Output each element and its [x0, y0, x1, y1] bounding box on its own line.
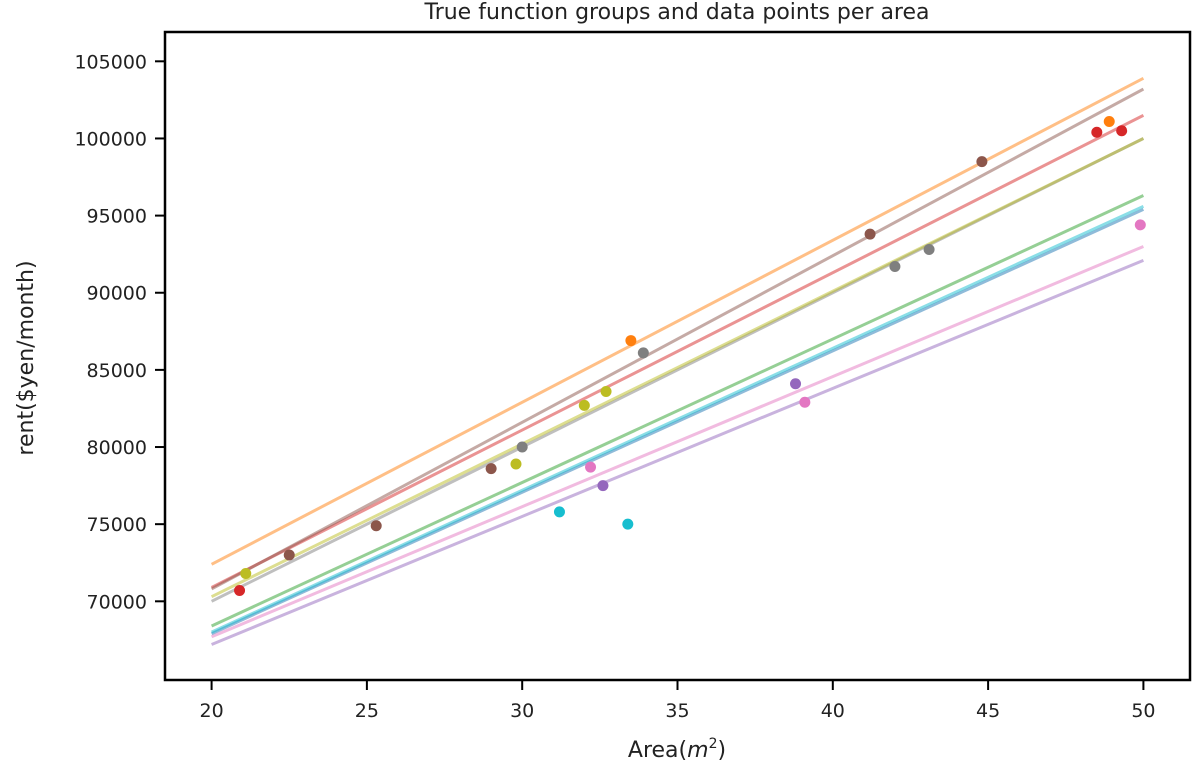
data-point-2-1	[625, 335, 637, 347]
x-axis-label: Area(m2)	[628, 736, 726, 763]
data-point-7-2	[799, 396, 811, 408]
y-axis-ticks: 70000 75000 80000 85000 90000 95000 100000 1050…	[74, 51, 165, 613]
data-point-8-2	[637, 347, 649, 359]
data-point-9-4	[578, 399, 590, 411]
data-point-10-1	[553, 506, 565, 518]
x-axis-ticks: 20 25 30 35 40 45 50	[199, 680, 1156, 722]
function-line-5	[211, 258, 1144, 646]
data-point-6-4	[864, 228, 876, 240]
data-point-8-3	[889, 261, 901, 273]
data-point-7-3	[1134, 219, 1146, 231]
data-point-4-1	[234, 585, 246, 597]
data-point-10-2	[622, 518, 634, 530]
y-tick-label: 90000	[87, 283, 147, 305]
data-point-9-3	[600, 385, 612, 397]
data-point-6-2	[370, 520, 382, 532]
function-line-7	[211, 245, 1144, 639]
y-tick-label: 80000	[87, 437, 147, 459]
function-line-10	[210, 204, 1145, 634]
data-point-6-1	[283, 549, 295, 561]
data-point-9-1	[240, 568, 252, 580]
y-tick-label: 100000	[74, 128, 147, 150]
data-point-5-2	[790, 378, 802, 390]
y-axis-label: rent($yen/month)	[14, 260, 39, 455]
x-tick-label: 40	[821, 700, 845, 722]
data-point-8-4	[923, 244, 935, 256]
y-tick-label: 95000	[87, 206, 147, 228]
data-point-2-2	[1103, 115, 1115, 127]
y-tick-label: 70000	[87, 591, 147, 613]
x-axis-label-close: )	[717, 738, 726, 763]
x-axis-label-text: Area(	[628, 738, 687, 763]
function-lines	[210, 76, 1145, 646]
y-tick-label: 85000	[87, 360, 147, 382]
x-axis-label-exponent: 2	[709, 736, 718, 752]
x-axis-label-unit: m	[687, 738, 708, 763]
x-tick-label: 30	[510, 700, 534, 722]
data-point-7-1	[585, 461, 597, 473]
data-point-6-5	[976, 156, 988, 168]
data-point-8-1	[516, 441, 528, 453]
data-point-4-2	[1091, 126, 1103, 138]
data-point-4-3	[1116, 125, 1128, 137]
x-tick-label: 50	[1131, 700, 1155, 722]
y-tick-label: 75000	[87, 514, 147, 536]
data-points	[234, 115, 1146, 597]
function-line-2	[210, 76, 1145, 566]
function-line-4	[210, 113, 1145, 589]
x-tick-label: 35	[665, 700, 689, 722]
x-tick-label: 25	[355, 700, 379, 722]
data-point-5-1	[597, 480, 609, 492]
chart-title: True function groups and data points per…	[423, 0, 929, 25]
x-tick-label: 20	[199, 700, 223, 722]
function-line-1	[210, 208, 1145, 636]
function-line-3	[210, 194, 1145, 628]
function-line-6	[210, 87, 1145, 591]
data-point-9-2	[510, 458, 522, 470]
data-point-6-3	[485, 463, 497, 475]
function-line-9	[210, 137, 1145, 599]
x-tick-label: 45	[976, 700, 1000, 722]
y-tick-label: 105000	[74, 51, 147, 73]
